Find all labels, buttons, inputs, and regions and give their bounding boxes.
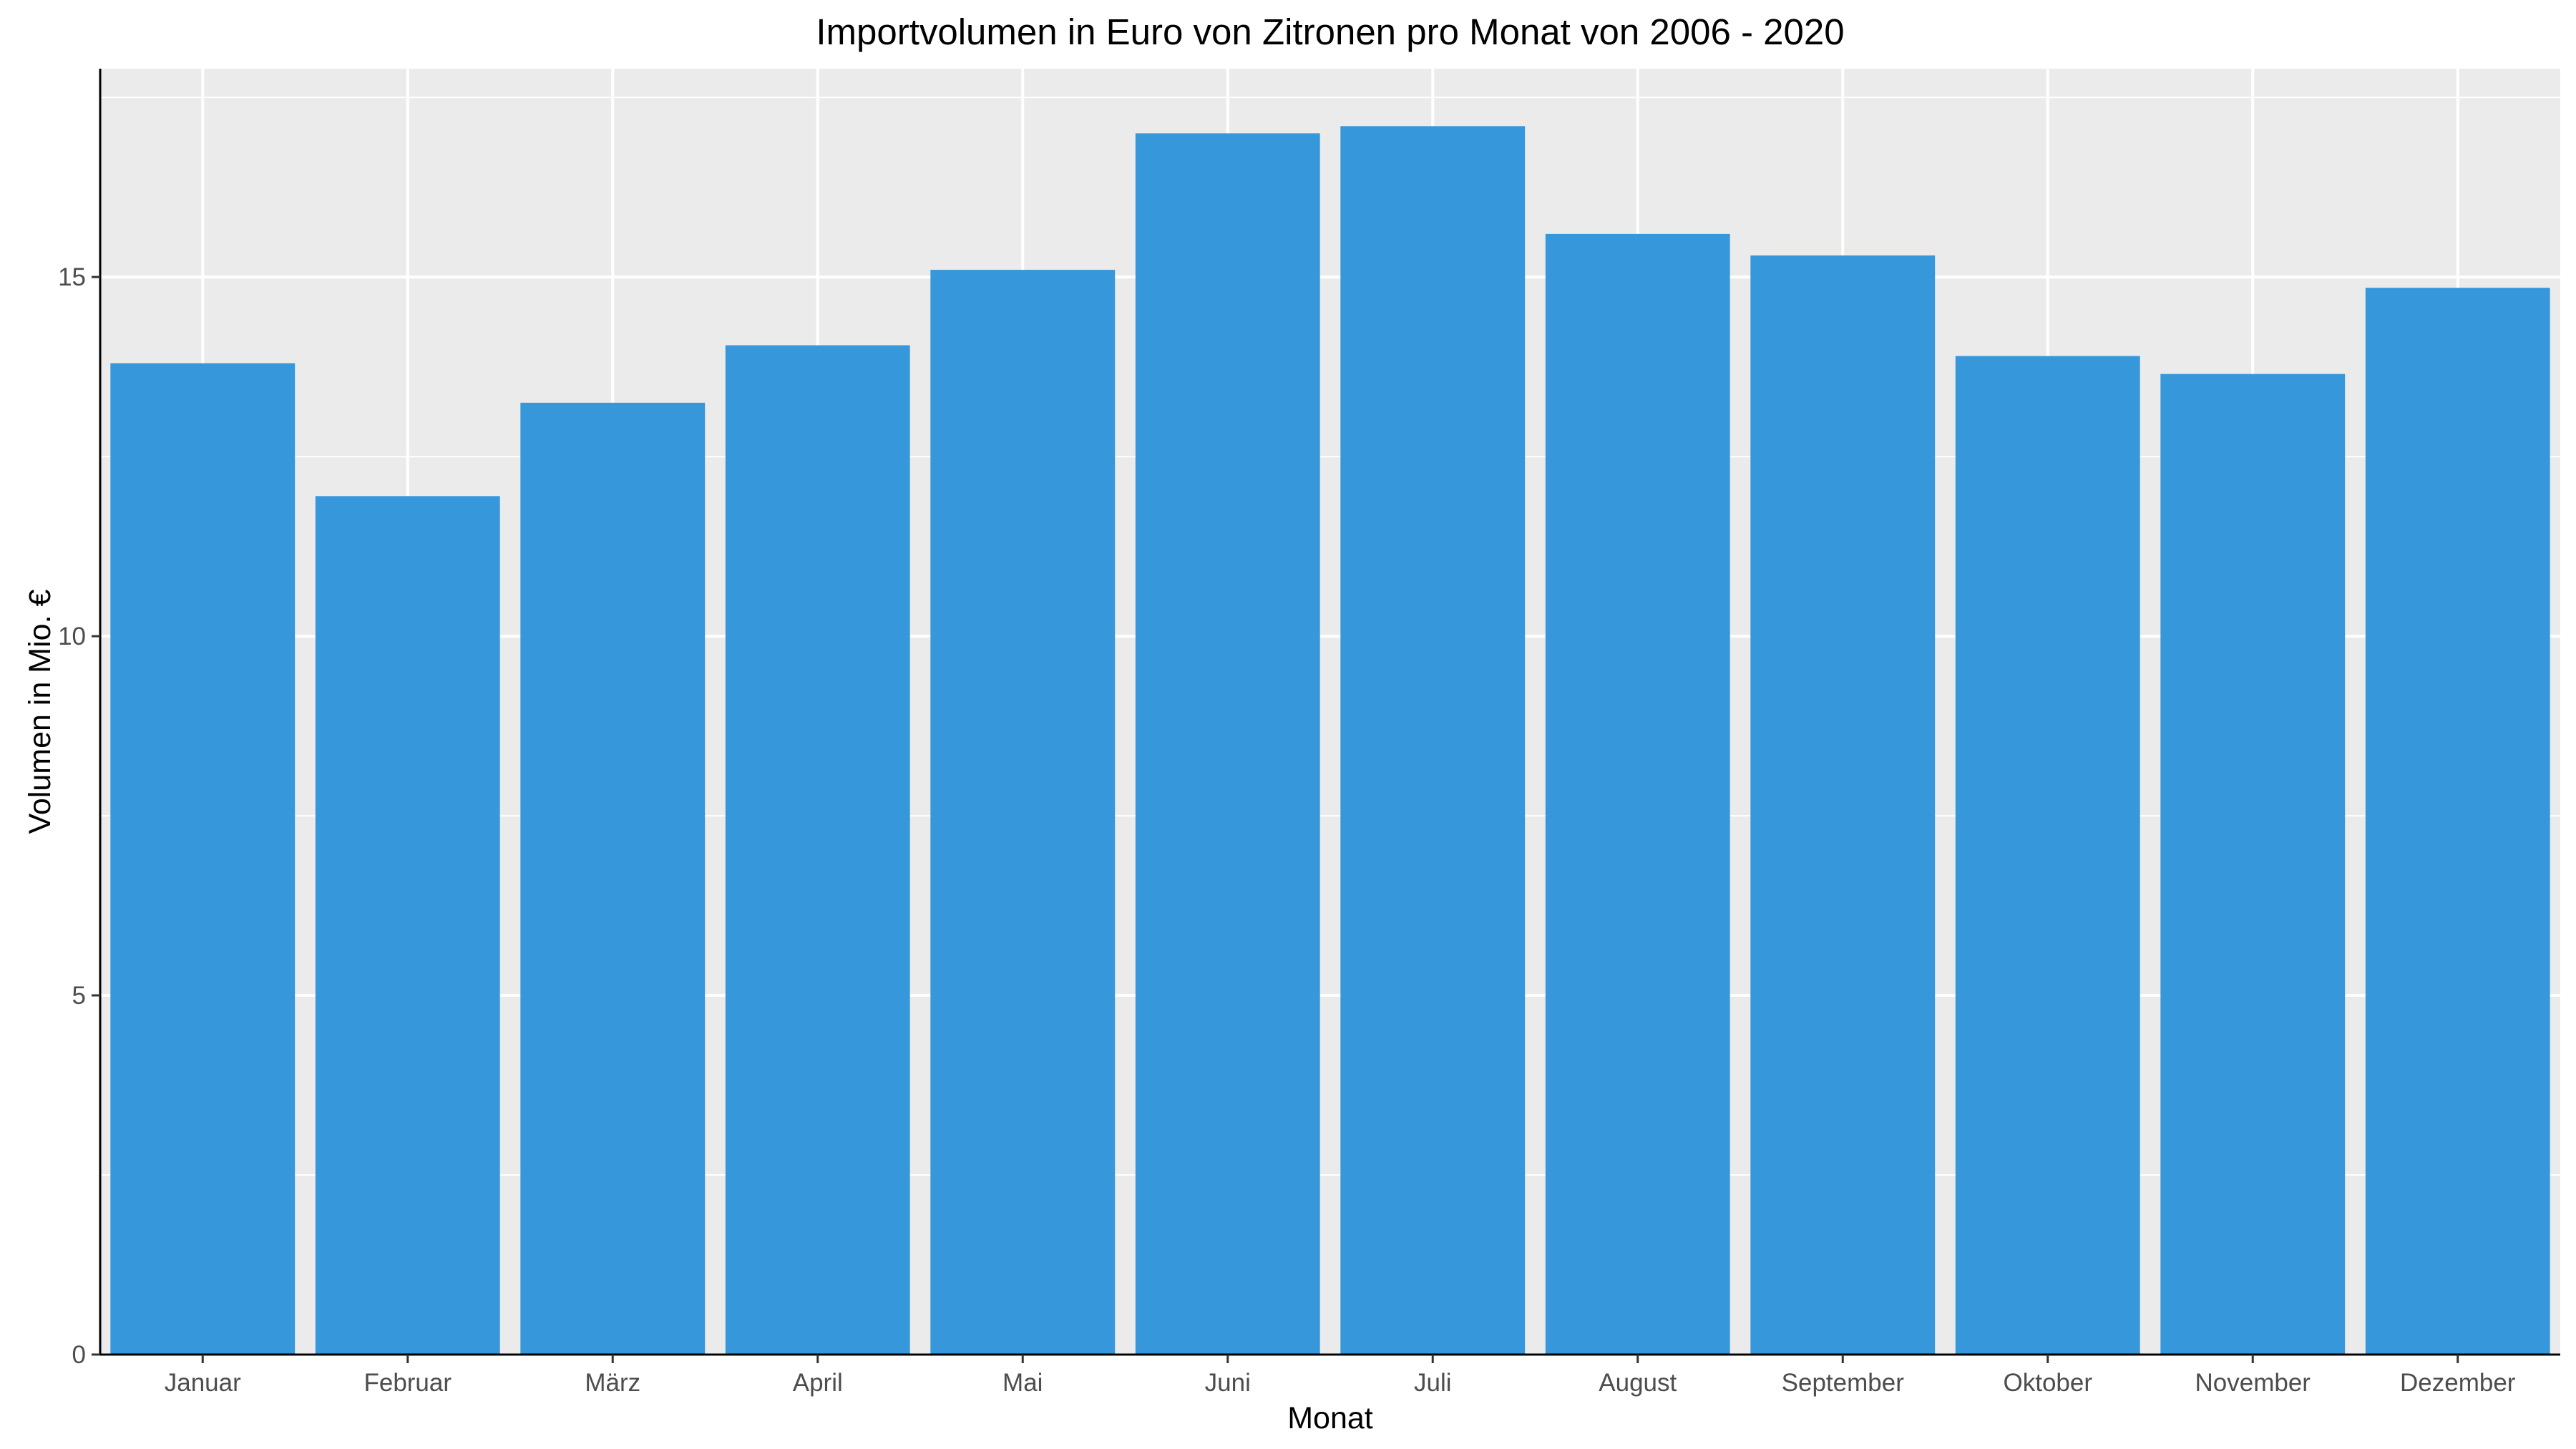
- x-tick-label: Juli: [1414, 1369, 1452, 1397]
- x-tick-label: Mai: [1002, 1369, 1043, 1397]
- bar-september: [1750, 255, 1936, 1355]
- x-tick-label: Februar: [364, 1369, 452, 1397]
- axes: [92, 69, 2560, 1363]
- bar-mai: [930, 270, 1116, 1355]
- bar-oktober: [1955, 356, 2140, 1355]
- chart-title: Importvolumen in Euro von Zitronen pro M…: [816, 11, 1844, 52]
- y-tick-label: 5: [72, 982, 86, 1010]
- bar-dezember: [2365, 288, 2550, 1355]
- y-axis-title: Volumen in Mio. €: [23, 590, 57, 834]
- bar-juni: [1135, 133, 1320, 1355]
- x-tick-label: November: [2195, 1369, 2311, 1397]
- y-tick-label: 0: [72, 1341, 86, 1369]
- tick-labels: 0 5 10 15 Januar Februar März April Mai Juni Juli A…: [58, 263, 2516, 1397]
- x-tick-label: September: [1782, 1369, 1905, 1397]
- bar-juli: [1340, 126, 1526, 1355]
- x-tick-label: Januar: [165, 1369, 241, 1397]
- x-tick-label: März: [585, 1369, 640, 1397]
- x-tick-label: Oktober: [2004, 1369, 2093, 1397]
- bar-februar: [315, 496, 500, 1355]
- x-tick-label: Dezember: [2400, 1369, 2516, 1397]
- x-tick-label: Juni: [1205, 1369, 1251, 1397]
- x-tick-label: August: [1599, 1369, 1677, 1397]
- y-tick-label: 15: [58, 263, 86, 291]
- bar-august: [1545, 233, 1730, 1355]
- y-tick-label: 10: [58, 623, 86, 650]
- plot-panel: [100, 69, 2560, 1355]
- bars: [110, 126, 2550, 1355]
- bar-märz: [520, 402, 706, 1355]
- x-axis-title: Monat: [1287, 1401, 1373, 1435]
- bar-januar: [110, 363, 296, 1355]
- bar-november: [2160, 374, 2346, 1355]
- x-tick-label: April: [793, 1369, 843, 1397]
- bar-april: [725, 345, 910, 1355]
